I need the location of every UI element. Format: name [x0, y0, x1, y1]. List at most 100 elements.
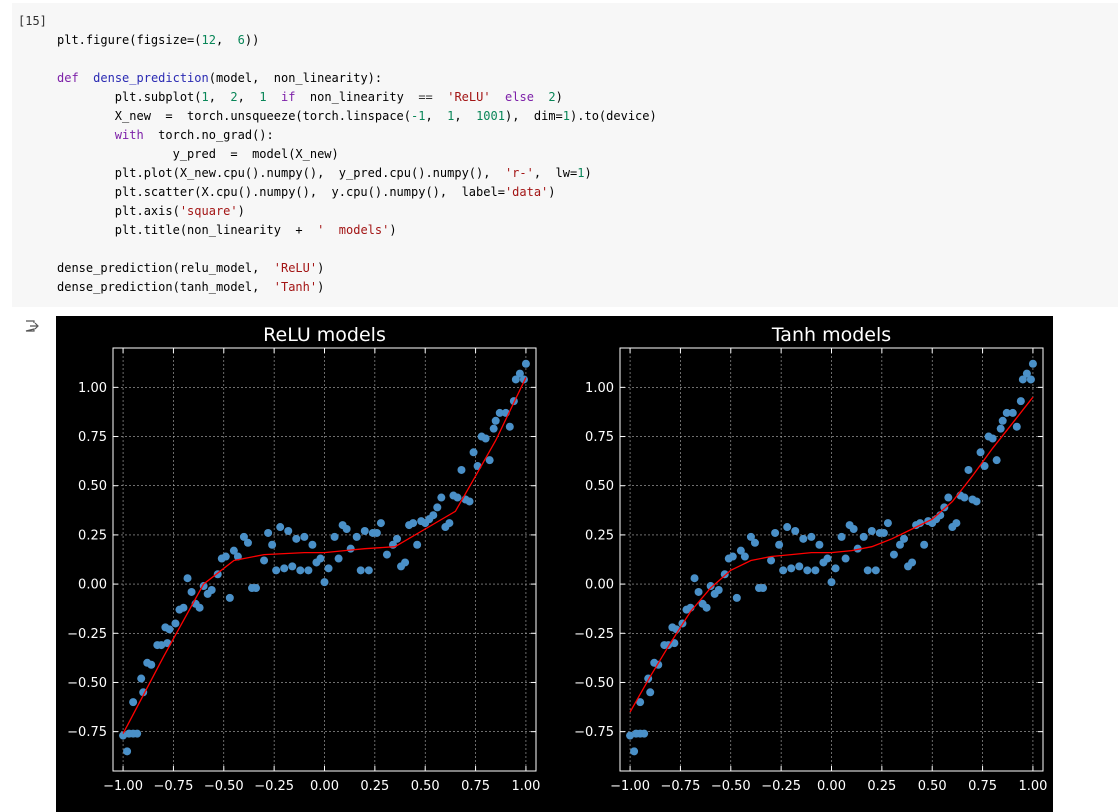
- data-point: [221, 552, 230, 561]
- code-token: X_new = torch.unsqueeze(torch.linspace(: [57, 109, 412, 123]
- data-point: [330, 532, 339, 541]
- data-point: [771, 528, 780, 537]
- data-point: [702, 603, 711, 612]
- code-token: 'square': [179, 204, 238, 218]
- y-tick-label: −0.50: [67, 676, 107, 691]
- code-token: ): [584, 166, 592, 180]
- data-point: [316, 554, 325, 563]
- code-token: ,: [208, 90, 231, 104]
- data-point: [187, 587, 196, 596]
- data-point: [787, 564, 796, 573]
- data-point: [972, 497, 981, 506]
- data-point: [292, 534, 301, 543]
- data-point: [900, 534, 909, 543]
- data-point: [775, 540, 784, 549]
- y-tick-label: 1.00: [585, 381, 614, 396]
- x-tick-label: 1.00: [511, 779, 540, 794]
- data-point: [239, 532, 248, 541]
- y-tick-label: 0.00: [78, 578, 107, 593]
- data-point: [481, 434, 490, 443]
- data-point: [646, 688, 655, 697]
- y-tick-label: −0.75: [574, 725, 614, 740]
- data-point: [511, 375, 520, 384]
- data-point: [137, 674, 146, 683]
- data-point: [815, 540, 824, 549]
- data-point: [803, 566, 812, 575]
- data-point: [280, 564, 289, 573]
- data-point: [1002, 408, 1011, 417]
- x-tick-label: −0.25: [761, 779, 801, 794]
- data-point: [437, 493, 446, 502]
- data-point: [521, 359, 530, 368]
- data-point: [372, 528, 381, 537]
- data-point: [364, 566, 373, 575]
- x-tick-label: −0.50: [204, 779, 244, 794]
- data-point: [746, 532, 755, 541]
- data-point: [799, 534, 808, 543]
- y-tick-label: −0.50: [574, 676, 614, 691]
- data-point: [489, 424, 498, 433]
- data-point: [119, 731, 128, 740]
- x-tick-label: 0.50: [918, 779, 947, 794]
- data-point: [992, 456, 1001, 465]
- code-token: 1: [201, 90, 209, 104]
- data-point: [1028, 359, 1037, 368]
- data-point: [123, 747, 132, 756]
- data-point: [243, 538, 252, 547]
- data-point: [376, 519, 385, 528]
- data-point: [807, 532, 816, 541]
- data-point: [320, 578, 329, 587]
- y-tick-label: 0.50: [585, 479, 614, 494]
- data-point: [626, 731, 635, 740]
- data-point: [636, 698, 645, 707]
- code-token: dense_prediction: [93, 71, 209, 85]
- code-token: ,: [237, 90, 260, 104]
- code-token: plt.axis(: [57, 204, 180, 218]
- x-tick-label: 1.00: [1018, 779, 1047, 794]
- code-token: 2: [230, 90, 238, 104]
- code-token: dense_prediction(tanh_model,: [57, 280, 274, 294]
- data-point: [827, 578, 836, 587]
- data-point: [268, 540, 277, 549]
- code-line: with torch.no_grad():: [57, 126, 657, 145]
- data-point: [171, 619, 180, 628]
- data-point: [883, 519, 892, 528]
- code-token: [79, 71, 93, 85]
- data-point: [229, 546, 238, 555]
- y-tick-label: −0.25: [67, 627, 107, 642]
- data-point: [640, 729, 649, 738]
- data-point: [457, 465, 466, 474]
- data-point: [445, 519, 454, 528]
- code-token: 1: [577, 166, 585, 180]
- y-tick-label: −0.75: [67, 725, 107, 740]
- code-cell[interactable]: [12, 3, 1118, 307]
- plot-frame: [619, 347, 1044, 772]
- data-point: [694, 587, 703, 596]
- data-point: [233, 552, 242, 561]
- code-editor[interactable]: plt.figure(figsize=(12, 6)) def dense_pr…: [57, 31, 657, 297]
- data-point: [495, 408, 504, 417]
- data-point: [284, 526, 293, 535]
- data-point: [908, 558, 917, 567]
- data-point: [179, 603, 188, 612]
- data-point: [736, 546, 745, 555]
- data-point: [195, 603, 204, 612]
- code-token: y_pred = model(X_new): [57, 147, 339, 161]
- data-point: [1008, 408, 1017, 417]
- x-tick-label: 0.00: [310, 779, 339, 794]
- data-point: [837, 532, 846, 541]
- x-tick-label: 0.25: [360, 779, 389, 794]
- data-point: [980, 462, 989, 471]
- chart-title: Tanh models: [771, 324, 891, 346]
- x-tick-label: 0.00: [817, 779, 846, 794]
- code-line: [57, 240, 657, 259]
- y-tick-label: 0.75: [78, 430, 107, 445]
- data-point: [1022, 369, 1031, 378]
- data-point: [940, 503, 949, 512]
- data-point: [996, 424, 1005, 433]
- output-arrow-icon[interactable]: [24, 318, 40, 334]
- code-line: plt.axis('square'): [57, 202, 657, 221]
- data-point: [147, 660, 156, 669]
- y-tick-label: 0.00: [585, 578, 614, 593]
- data-point: [342, 525, 351, 534]
